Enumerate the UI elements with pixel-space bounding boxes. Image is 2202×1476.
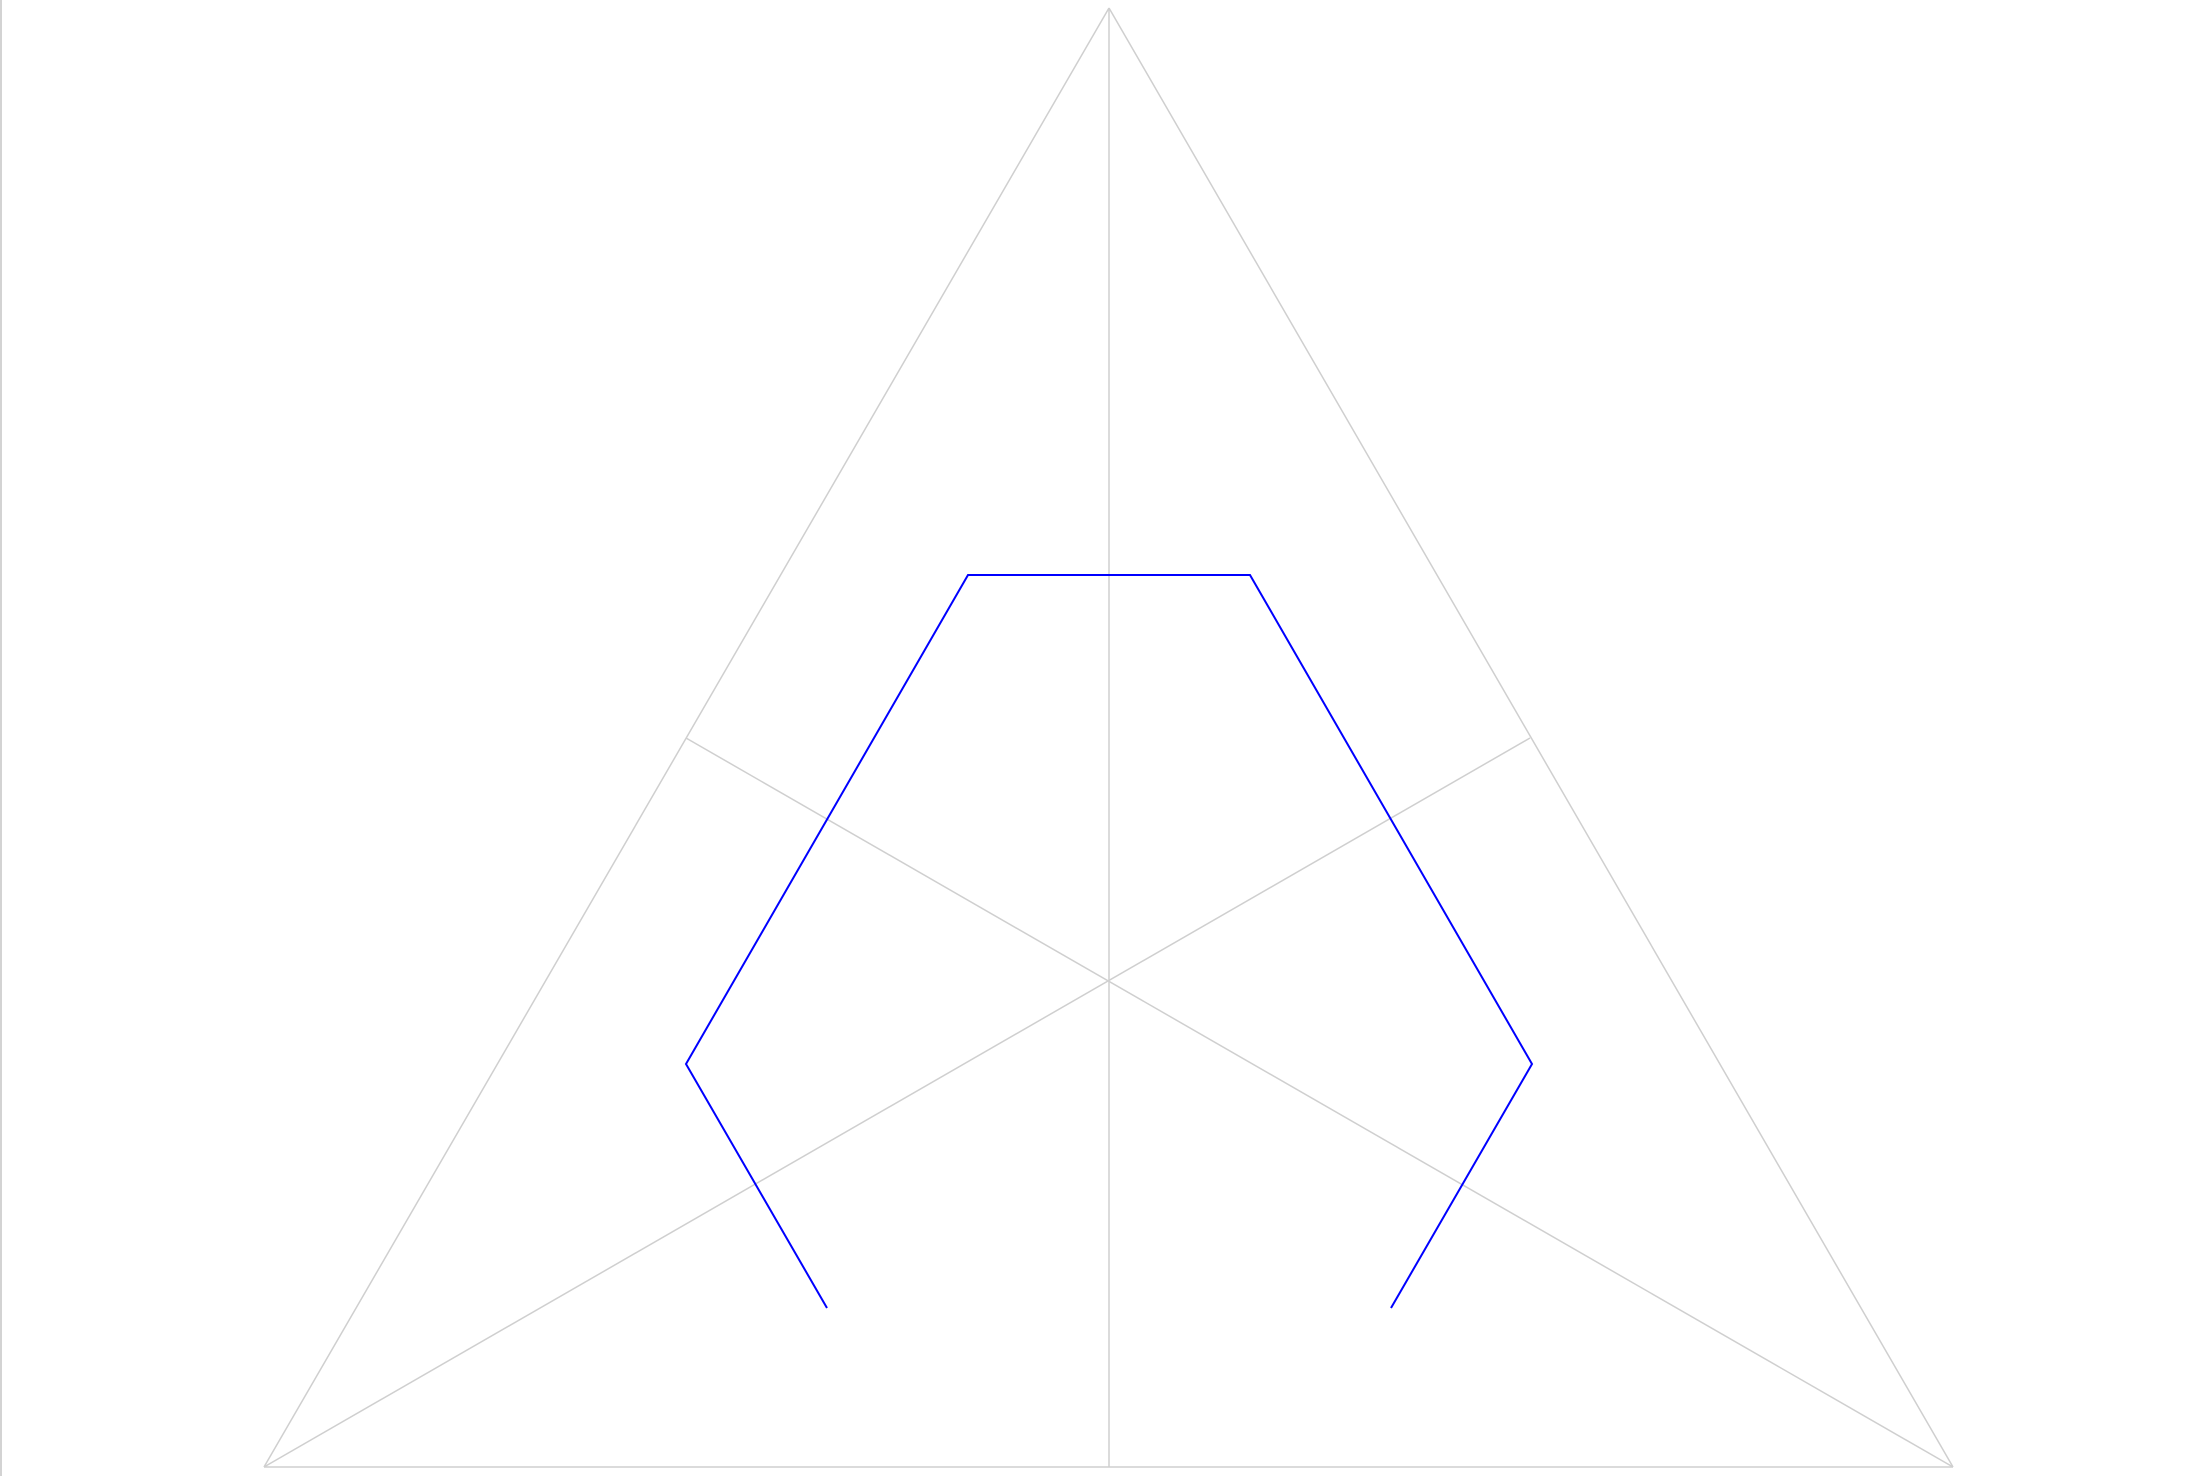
median-from-left-vertex xyxy=(263,737,1531,1468)
construction-guides xyxy=(263,7,1954,1468)
open-hexagon-path-group xyxy=(684,574,1534,1309)
open-hexagon-path xyxy=(684,574,1534,1309)
triangle-right-edge xyxy=(1108,7,1954,1468)
median-from-right-vertex xyxy=(685,737,1954,1468)
